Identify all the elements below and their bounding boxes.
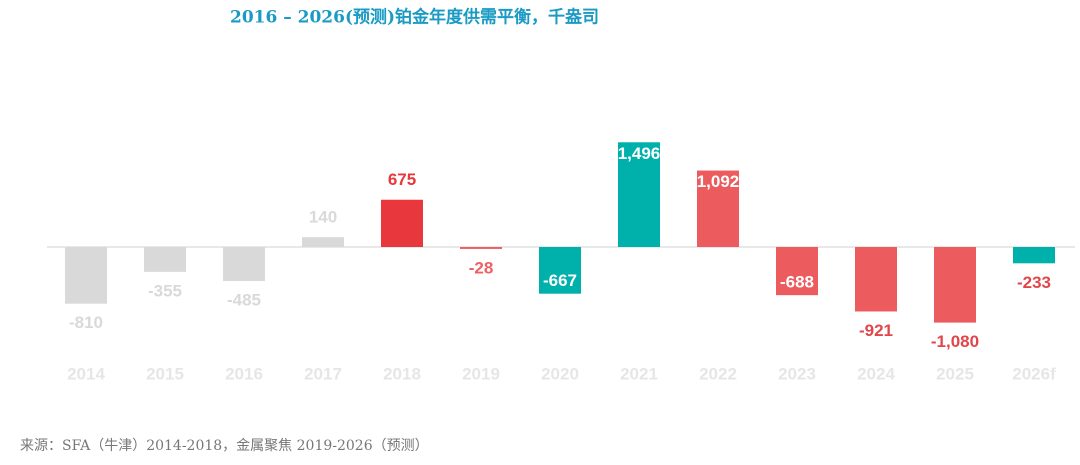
source-note: 来源：SFA（牛津）2014-2018，金属聚焦 2019-2026（预测） xyxy=(20,438,429,454)
x-tick-label: 2020 xyxy=(541,364,579,383)
value-label: -688 xyxy=(780,273,814,292)
value-label: -233 xyxy=(1017,273,1051,292)
value-label: -1,080 xyxy=(931,332,979,351)
x-tick-label: 2023 xyxy=(778,364,816,383)
bar xyxy=(776,247,818,296)
x-tick-label: 2017 xyxy=(304,364,342,383)
value-label: -28 xyxy=(469,258,494,277)
x-tick-label: 2019 xyxy=(462,364,500,383)
value-label: 1,092 xyxy=(697,172,740,191)
x-tick-label: 2026f xyxy=(1012,364,1056,383)
value-label: 140 xyxy=(309,208,337,227)
bar xyxy=(855,247,897,312)
chart-title: 2016 – 2026(预测)铂金年度供需平衡，千盎司 xyxy=(230,7,599,28)
x-tick-label: 2021 xyxy=(620,364,658,383)
x-tick-label: 2015 xyxy=(146,364,184,383)
bar xyxy=(302,237,344,247)
value-label: -355 xyxy=(148,281,182,300)
value-label: -810 xyxy=(69,313,103,332)
x-tick-label: 2025 xyxy=(936,364,974,383)
bar xyxy=(65,247,107,304)
x-tick-label: 2014 xyxy=(67,364,105,383)
bar xyxy=(618,142,660,247)
bar xyxy=(460,247,502,249)
bar xyxy=(697,170,739,247)
bar xyxy=(381,199,423,247)
x-tick-label: 2016 xyxy=(225,364,263,383)
bar xyxy=(539,247,581,294)
x-tick-label: 2018 xyxy=(383,364,421,383)
bar xyxy=(1013,247,1055,264)
x-tick-label: 2024 xyxy=(857,364,895,383)
value-label: 1,496 xyxy=(618,144,661,163)
value-label: 675 xyxy=(388,170,416,189)
x-tick-label: 2022 xyxy=(699,364,737,383)
value-label: -485 xyxy=(227,290,261,309)
bar xyxy=(144,247,186,272)
bar xyxy=(934,247,976,323)
bar xyxy=(223,247,265,281)
value-label: -921 xyxy=(859,321,893,340)
value-label: -667 xyxy=(543,271,577,290)
